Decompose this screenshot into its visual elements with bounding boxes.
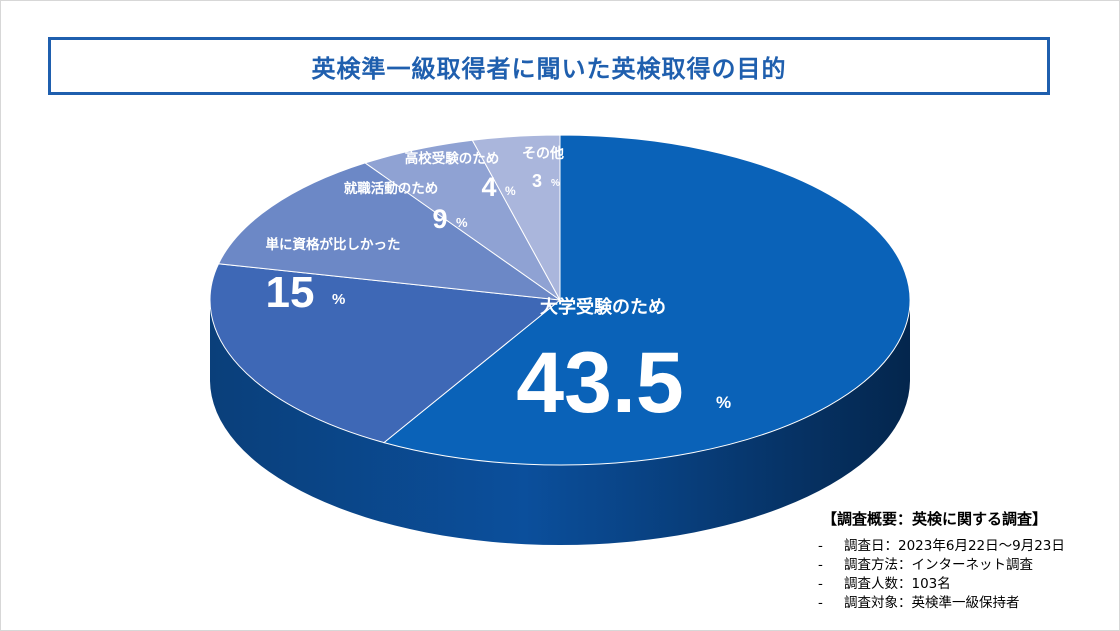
survey-dash: - xyxy=(818,538,823,554)
survey-summary: 【調査概要：英検に関する調査】 - 調査日：2023年6月22日～9月23日 -… xyxy=(818,510,1108,613)
slice-label: その他 xyxy=(522,145,564,162)
pie-side-wall xyxy=(210,300,910,545)
slice-value: 3 xyxy=(532,171,542,191)
survey-date: 調査日：2023年6月22日～9月23日 xyxy=(844,538,1065,554)
slice-unit: % xyxy=(551,178,560,189)
slice-label: 高校受験のため xyxy=(405,150,500,167)
survey-row: - 調査方法：インターネット調査 xyxy=(818,556,1108,575)
pie-slice xyxy=(382,134,911,466)
survey-dash: - xyxy=(818,557,823,573)
slice-label: 大学受験のため xyxy=(540,296,666,318)
survey-dash: - xyxy=(818,595,823,611)
pie-slice xyxy=(217,162,562,301)
survey-row: - 調査対象：英検準一級保持者 xyxy=(818,594,1108,613)
slice-unit: % xyxy=(505,184,516,198)
pie-slice xyxy=(209,263,562,444)
slice-unit: % xyxy=(716,393,731,412)
pie-slice xyxy=(471,134,561,301)
slice-unit: % xyxy=(456,215,468,230)
pie-side-surface xyxy=(210,300,910,545)
survey-method: 調査方法：インターネット調査 xyxy=(844,557,1033,573)
chart-title: 英検準一級取得者に聞いた英検取得の目的 xyxy=(48,37,1050,95)
survey-count: 調査人数：103名 xyxy=(844,576,951,592)
survey-target: 調査対象：英検準一級保持者 xyxy=(844,595,1020,611)
slice-value: 4 xyxy=(481,172,496,202)
survey-row: - 調査人数：103名 xyxy=(818,575,1108,594)
pie-slices xyxy=(209,134,911,466)
slice-label: 就職活動のため xyxy=(344,180,439,197)
slice-value: 9 xyxy=(432,204,447,234)
slice-value: 15 xyxy=(266,268,315,317)
survey-dash: - xyxy=(818,576,823,592)
survey-title: 【調査概要：英検に関する調査】 xyxy=(822,510,1048,528)
slice-label: 単に資格が比しかった xyxy=(266,236,401,253)
slice-value: 43.5 xyxy=(516,335,683,431)
pie-labels: 大学受験のため 43.5 % 単に資格が比しかった 15 % 就職活動のため 9 % 高校受験のた… xyxy=(266,145,732,431)
slice-unit: % xyxy=(332,291,345,308)
survey-row: - 調査日：2023年6月22日～9月23日 xyxy=(818,537,1108,556)
